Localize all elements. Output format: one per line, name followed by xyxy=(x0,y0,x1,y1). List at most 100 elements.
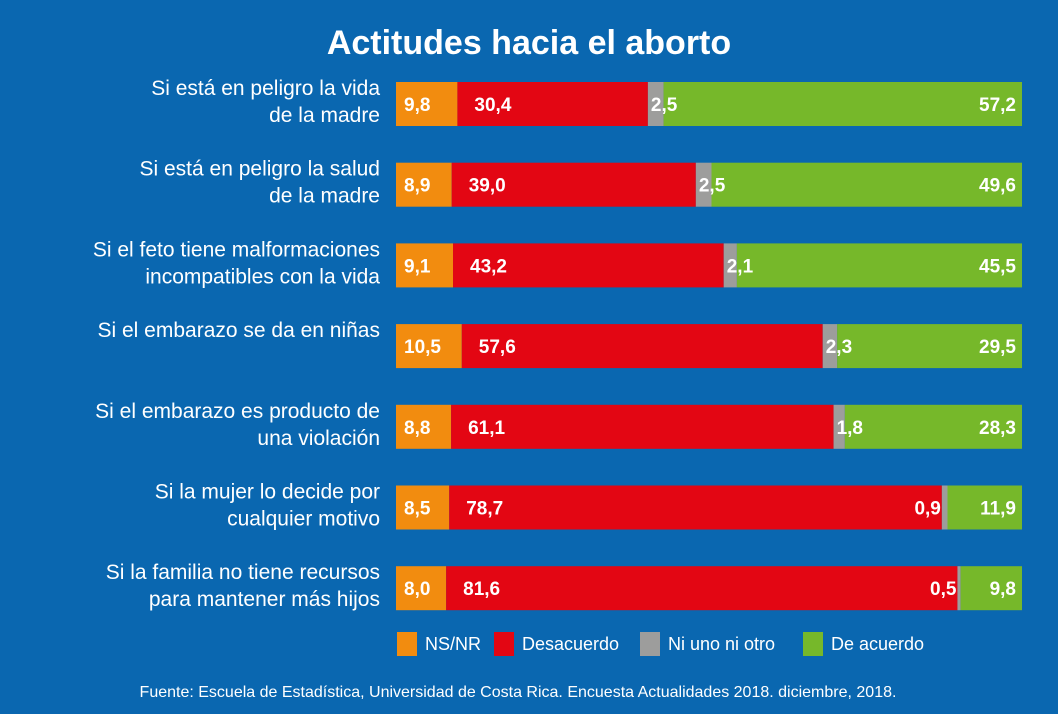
data-label: 11,9 xyxy=(980,499,1016,520)
category-label-line: Si el embarazo es producto de xyxy=(95,400,380,423)
bar-segment xyxy=(822,324,838,369)
data-label: 8,0 xyxy=(404,579,430,600)
bar-segment xyxy=(711,162,1022,207)
category-label-line: para mantener más hijos xyxy=(149,588,380,611)
bar-segment xyxy=(396,404,452,449)
category-label-line: incompatibles con la vida xyxy=(145,265,380,288)
data-label: 9,8 xyxy=(404,95,430,116)
bar-segment xyxy=(396,566,447,611)
data-label: 29,5 xyxy=(979,337,1016,358)
bar-row: Si la mujer lo decide por cualquier motiv… xyxy=(155,481,1022,531)
category-label-line: de la madre xyxy=(269,104,380,127)
category-label-line: de la madre xyxy=(269,185,380,208)
legend-label: Desacuerdo xyxy=(522,634,619,654)
data-label: 8,8 xyxy=(404,418,430,439)
bar-segment xyxy=(453,243,724,288)
category-label: Si está en peligro la salud de la madre xyxy=(140,158,381,208)
bar-segment xyxy=(844,404,1022,449)
bar-row: Si el embarazo se da en niñas 10,5 57,6 2,3… xyxy=(97,319,1022,369)
data-label: 10,5 xyxy=(404,337,441,358)
bar-segment xyxy=(736,243,1022,288)
category-label-line: Si la mujer lo decide por xyxy=(155,481,380,504)
bar-row: Si el feto tiene malformaciones incompati… xyxy=(93,238,1022,288)
category-label-line: una violación xyxy=(257,427,380,450)
data-label: 78,7 xyxy=(466,499,503,520)
bar-segment xyxy=(947,485,1022,530)
legend-item: Ni uno ni otro xyxy=(640,632,775,656)
bar-row: Si está en peligro la salud de la madre 8,… xyxy=(140,158,1022,208)
category-label: Si el embarazo se da en niñas xyxy=(97,319,380,342)
data-label: 1,8 xyxy=(837,418,863,439)
bar-segment xyxy=(446,566,958,611)
data-label: 45,5 xyxy=(979,256,1016,277)
category-label: Si el feto tiene malformaciones incompati… xyxy=(93,238,380,288)
data-label: 28,3 xyxy=(979,418,1016,439)
data-label: 9,8 xyxy=(990,579,1016,600)
category-label: Si la familia no tiene recursos para mant… xyxy=(106,561,380,611)
bar-segment xyxy=(396,243,454,288)
legend-label: NS/NR xyxy=(425,634,481,654)
data-label: 61,1 xyxy=(468,418,505,439)
bar-segment xyxy=(396,485,450,530)
legend-item: Desacuerdo xyxy=(494,632,619,656)
bar-segment xyxy=(647,82,664,126)
legend-swatch xyxy=(803,632,823,656)
data-label: 2,3 xyxy=(826,337,852,358)
data-label: 9,1 xyxy=(404,256,431,277)
category-label-line: Si está en peligro la salud xyxy=(140,158,381,181)
bar-segment xyxy=(451,162,696,207)
bar-segment xyxy=(941,485,948,530)
data-label: 57,6 xyxy=(479,337,516,358)
data-label: 43,2 xyxy=(470,256,507,277)
data-label: 0,9 xyxy=(914,499,940,520)
bar-segment xyxy=(396,324,462,369)
bar-segment xyxy=(663,82,1022,126)
category-label-line: Si el embarazo se da en niñas xyxy=(97,319,380,342)
bar-segment xyxy=(833,404,845,449)
category-label-line: Si el feto tiene malformaciones xyxy=(93,238,380,261)
category-label: Si la mujer lo decide por cualquier motiv… xyxy=(155,481,380,531)
data-label: 8,5 xyxy=(404,499,431,520)
bar-segment xyxy=(449,485,942,530)
data-label: 57,2 xyxy=(979,95,1016,116)
bar-segment xyxy=(396,82,458,126)
legend-item: NS/NR xyxy=(397,632,481,656)
legend-swatch xyxy=(397,632,417,656)
data-label: 30,4 xyxy=(474,95,511,116)
bar-segment xyxy=(837,324,1022,369)
legend-item: De acuerdo xyxy=(803,632,924,656)
bar-row: Si la familia no tiene recursos para mant… xyxy=(106,561,1022,611)
data-label: 8,9 xyxy=(404,176,430,197)
legend-label: De acuerdo xyxy=(831,634,924,654)
chart-rows: Si está en peligro la vida de la madre 9,8… xyxy=(93,77,1022,611)
source-note: Fuente: Escuela de Estadística, Universi… xyxy=(140,684,897,701)
bar-segment xyxy=(451,404,834,449)
bar-segment xyxy=(957,566,961,611)
category-label-line: Si está en peligro la vida xyxy=(151,77,380,100)
bar-row: Si está en peligro la vida de la madre 9,8… xyxy=(151,77,1022,127)
data-label: 2,1 xyxy=(727,256,754,277)
bar-segment xyxy=(723,243,737,288)
chart-title: Actitudes hacia el aborto xyxy=(327,24,731,62)
chart-legend: NS/NR Desacuerdo Ni uno ni otro De acuerdo xyxy=(397,632,924,656)
legend-swatch xyxy=(494,632,514,656)
bar-row: Si el embarazo es producto de una violaci… xyxy=(95,400,1022,450)
data-label: 49,6 xyxy=(979,176,1016,197)
bar-segment xyxy=(396,162,452,207)
category-label: Si está en peligro la vida de la madre xyxy=(151,77,380,127)
data-label: 39,0 xyxy=(469,176,506,197)
category-label: Si el embarazo es producto de una violaci… xyxy=(95,400,380,450)
category-label-line: Si la familia no tiene recursos xyxy=(106,561,380,584)
bar-segment xyxy=(695,162,712,207)
data-label: 2,5 xyxy=(651,95,678,116)
data-label: 0,5 xyxy=(930,579,957,600)
data-label: 81,6 xyxy=(463,579,500,600)
bar-segment xyxy=(457,82,648,126)
bar-segment xyxy=(960,566,1022,611)
bar-segment xyxy=(461,324,823,369)
legend-label: Ni uno ni otro xyxy=(668,634,775,654)
data-label: 2,5 xyxy=(699,176,726,197)
category-label-line: cualquier motivo xyxy=(227,508,380,531)
legend-swatch xyxy=(640,632,660,656)
